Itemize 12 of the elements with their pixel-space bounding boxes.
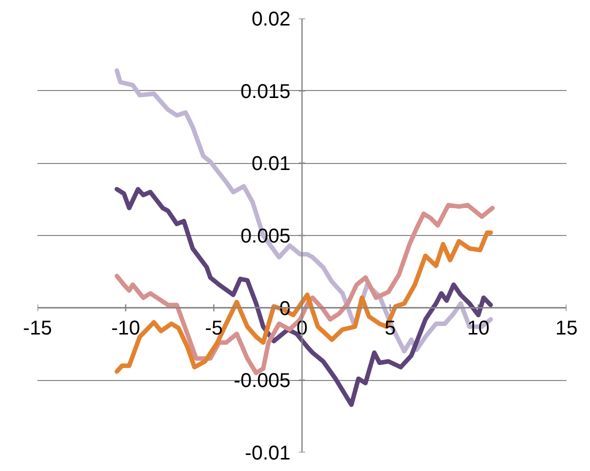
x-tick-label: -15 xyxy=(23,318,52,340)
y-tick-label: 0.005 xyxy=(240,226,291,248)
x-tick-label: 15 xyxy=(555,318,578,340)
x-tick-label: -5 xyxy=(204,318,223,340)
x-tick-label: -10 xyxy=(111,318,140,340)
x-tick-label: 10 xyxy=(467,318,490,340)
y-tick-label: 0.015 xyxy=(240,80,291,103)
x-tick-label: 5 xyxy=(384,318,396,340)
y-tick-label: 0.02 xyxy=(252,8,291,30)
y-tick-label: -0.005 xyxy=(234,370,291,392)
y-tick-label: -0.01 xyxy=(244,442,291,464)
y-tick-label: 0.01 xyxy=(252,153,291,176)
